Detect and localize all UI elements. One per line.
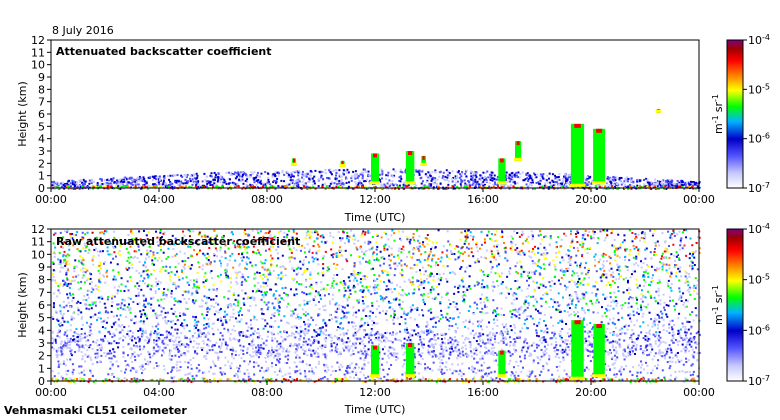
y-tick-label: 8 (38, 274, 45, 287)
x-tick-label: 04:00 (143, 386, 175, 399)
y-tick-label: 1 (38, 362, 45, 375)
y-tick-label: 7 (38, 96, 45, 109)
colorbar-unit: m-1sr-1 (711, 285, 725, 325)
y-tick-label: 12 (31, 34, 45, 47)
cloud-mark (498, 350, 506, 378)
cloud-mark (421, 155, 426, 166)
y-tick-label: 1 (38, 170, 45, 183)
chart-title: Attenuated backscatter coefficient (56, 45, 272, 58)
y-tick-label: 5 (38, 120, 45, 133)
cloud-mark (593, 324, 605, 378)
x-axis-label: Time (UTC) (344, 211, 406, 224)
y-tick-label: 11 (31, 46, 45, 59)
colorbar-unit: m-1sr-1 (711, 94, 725, 134)
cloud-mark (571, 320, 584, 380)
y-tick-label: 3 (38, 337, 45, 350)
y-tick-label: 10 (31, 248, 45, 261)
chart-title: Raw attenuated backscatter coefficient (56, 235, 300, 248)
y-tick-label: 11 (31, 236, 45, 249)
instrument-label: Vehmasmaki CL51 ceilometer (4, 404, 187, 417)
y-tick-label: 4 (38, 133, 45, 146)
cloud-mark (371, 153, 379, 185)
y-tick-label: 6 (38, 299, 45, 312)
colorbar-tick-label: 10-5 (748, 273, 770, 287)
colorbar: 10-4 10-5 10-6 10-7 m-1sr-1 (711, 222, 770, 388)
colorbar-tick-label: 10-7 (748, 374, 770, 388)
y-tick-label: 0 (38, 375, 45, 388)
panel-raw: Raw attenuated backscatter coefficient 0… (16, 222, 770, 416)
cloud-mark (498, 158, 506, 185)
y-axis-label: Height (km) (16, 272, 29, 338)
y-tick-label: 4 (38, 324, 45, 337)
colorbar-gradient (726, 228, 744, 382)
y-tick-label: 10 (31, 59, 45, 72)
y-tick-label: 2 (38, 157, 45, 170)
heatmap-plot (51, 109, 701, 190)
y-tick-label: 7 (38, 286, 45, 299)
colorbar-tick-label: 10-6 (748, 132, 770, 146)
y-tick-label: 6 (38, 108, 45, 121)
x-axis: 00:00 04:00 08:00 12:00 16:00 20:00 00:00 (35, 188, 715, 206)
colorbar-gradient (726, 39, 744, 189)
x-tick-label: 12:00 (359, 193, 391, 206)
colorbar-tick-label: 10-5 (748, 82, 770, 96)
x-axis-label: Time (UTC) (344, 403, 406, 416)
heatmap-plot (51, 229, 701, 383)
cloud-mark (515, 141, 522, 161)
cloud-mark (371, 345, 379, 378)
y-tick-label: 3 (38, 145, 45, 158)
cloud-mark (405, 343, 415, 378)
x-tick-label: 08:00 (251, 193, 283, 206)
colorbar: 10-4 10-5 10-6 10-7 m-1sr-1 (711, 33, 770, 195)
panel-attenuated: Attenuated backscatter coefficient 01234… (16, 33, 770, 224)
y-tick-label: 2 (38, 350, 45, 363)
y-tick-label: 9 (38, 71, 45, 84)
colorbar-tick-label: 10-6 (748, 323, 770, 337)
x-tick-label: 00:00 (683, 386, 715, 399)
x-tick-label: 00:00 (35, 193, 67, 206)
x-tick-label: 00:00 (683, 193, 715, 206)
x-axis: 00:00 04:00 08:00 12:00 16:00 20:00 00:00 (35, 381, 715, 399)
colorbar-tick-label: 10-7 (748, 181, 770, 195)
x-tick-label: 16:00 (467, 386, 499, 399)
y-tick-label: 0 (38, 182, 45, 195)
cloud-mark (593, 128, 606, 185)
y-axis-label: Height (km) (16, 81, 29, 147)
x-tick-label: 16:00 (467, 193, 499, 206)
x-tick-label: 20:00 (575, 386, 607, 399)
y-tick-label: 9 (38, 261, 45, 274)
x-tick-label: 00:00 (35, 386, 67, 399)
y-tick-label: 5 (38, 312, 45, 325)
x-tick-label: 20:00 (575, 193, 607, 206)
x-tick-label: 08:00 (251, 386, 283, 399)
x-tick-label: 12:00 (359, 386, 391, 399)
cloud-mark (570, 123, 585, 187)
x-tick-label: 04:00 (143, 193, 175, 206)
colorbar-tick-label: 10-4 (748, 222, 770, 236)
y-tick-label: 12 (31, 223, 45, 236)
colorbar-tick-label: 10-4 (748, 33, 770, 47)
cloud-mark (405, 151, 415, 185)
date-label: 8 July 2016 (52, 24, 114, 37)
y-tick-label: 8 (38, 83, 45, 96)
